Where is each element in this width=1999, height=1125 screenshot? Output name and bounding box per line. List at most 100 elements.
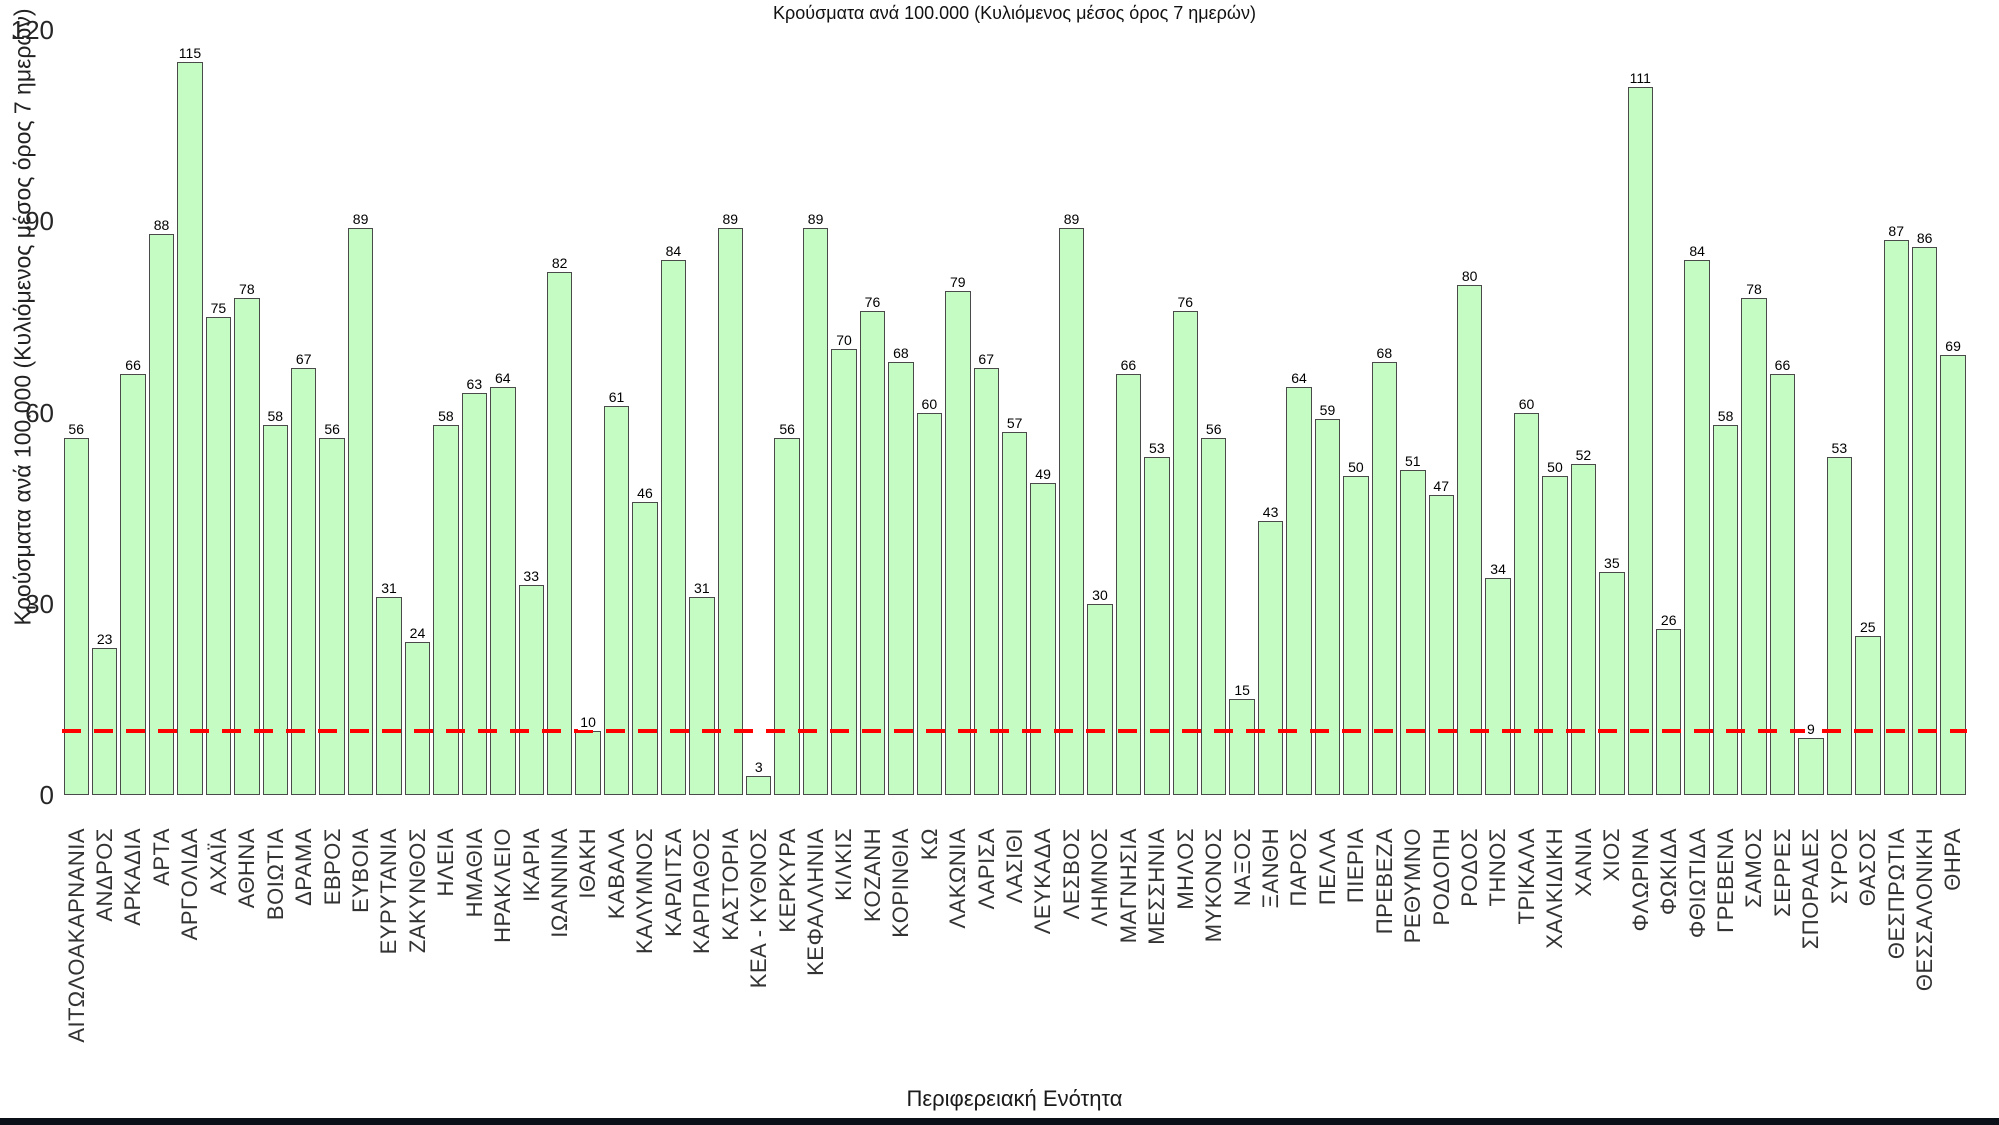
bar-column: 86 — [1910, 30, 1938, 795]
bar — [234, 297, 260, 795]
bar — [1883, 240, 1909, 795]
x-tick-label: ΦΩΚΙΔΑ — [1656, 828, 1682, 916]
bar-value-label: 69 — [1943, 338, 1963, 355]
bar-value-label: 67 — [293, 350, 314, 367]
bar-value-label: 61 — [606, 389, 627, 406]
y-tick-label: 60 — [25, 397, 54, 428]
bar-column: 46 — [631, 30, 659, 795]
bar — [660, 259, 687, 795]
bar-value-label: 88 — [151, 217, 172, 233]
x-label-column: ΧΑΝΙΑ — [1569, 828, 1597, 1125]
bar-column: 33 — [517, 30, 545, 795]
x-label-column: ΘΗΡΑ — [1939, 828, 1967, 1125]
threshold-line — [62, 729, 1967, 734]
bar-column: 49 — [1029, 30, 1057, 795]
x-tick-label: ΖΑΚΥΝΘΟΣ — [404, 828, 430, 954]
x-tick-label: ΣΥΡΟΣ — [1826, 828, 1852, 905]
bar-value-label: 26 — [1658, 612, 1679, 629]
bar-column: 24 — [403, 30, 431, 795]
bar-column: 89 — [346, 30, 374, 795]
bar-column: 35 — [1598, 30, 1626, 795]
x-tick-label: ΠΕΛΛΑ — [1314, 828, 1340, 906]
bar — [433, 425, 459, 795]
x-label-column: ΙΘΑΚΗ — [574, 828, 602, 1125]
x-label-column: ΑΝΔΡΟΣ — [90, 828, 118, 1125]
x-tick-label: ΑΘΗΝΑ — [234, 828, 260, 909]
bar-column: 68 — [1370, 30, 1398, 795]
bar-column: 82 — [545, 30, 573, 795]
y-tick-label: 0 — [39, 780, 54, 810]
bar — [1001, 431, 1028, 795]
x-label-column: ΦΘΙΩΤΙΔΑ — [1683, 828, 1711, 1125]
x-tick-label: ΛΗΜΝΟΣ — [1087, 828, 1113, 927]
bar-value-label: 89 — [350, 210, 371, 227]
x-label-column: ΑΧΑΪΑ — [204, 828, 232, 1125]
bar-column: 64 — [1285, 30, 1313, 795]
bar — [262, 425, 288, 795]
x-tick-label: ΜΗΛΟΣ — [1172, 828, 1198, 910]
bar-value-label: 60 — [1516, 395, 1537, 412]
bar-value-label: 47 — [1431, 478, 1451, 495]
bar-column: 23 — [90, 30, 118, 795]
x-tick-label: ΒΟΙΩΤΙΑ — [262, 828, 288, 921]
x-label-column: ΕΥΒΟΙΑ — [346, 828, 374, 1125]
x-tick-label: ΕΥΡΥΤΑΝΙΑ — [376, 828, 402, 955]
bar — [632, 501, 658, 795]
x-tick-label: ΑΧΑΪΑ — [205, 828, 231, 896]
bar — [1314, 418, 1341, 795]
x-label-column: ΤΡΙΚΑΛΑ — [1512, 828, 1540, 1125]
bar-column: 89 — [1057, 30, 1085, 795]
bar-value-label: 78 — [1744, 280, 1764, 297]
x-tick-label: ΕΒΡΟΣ — [319, 828, 345, 906]
x-label-column: ΖΑΚΥΝΘΟΣ — [403, 828, 431, 1125]
bar-value-label: 66 — [1772, 357, 1793, 374]
bar-value-label: 53 — [1829, 440, 1850, 457]
bar — [945, 291, 971, 795]
x-tick-label: ΧΙΟΣ — [1599, 828, 1625, 882]
x-tick-label: ΜΑΓΝΗΣΙΑ — [1115, 828, 1141, 944]
bar — [1400, 469, 1426, 795]
bar-value-label: 70 — [834, 331, 854, 348]
x-label-column: ΑΡΤΑ — [147, 828, 175, 1125]
x-label-column: ΗΜΑΘΙΑ — [460, 828, 488, 1125]
bar-column: 89 — [801, 30, 829, 795]
bar — [1343, 476, 1369, 795]
bar-value-label: 9 — [1805, 720, 1817, 737]
y-tick-label: 30 — [25, 588, 54, 619]
bar-column: 61 — [602, 30, 630, 795]
x-label-column: ΣΠΟΡΑΔΕΣ — [1797, 828, 1825, 1125]
bar-value-label: 56 — [66, 421, 86, 437]
bar-value-label: 50 — [1545, 459, 1565, 476]
x-tick-label: ΗΜΑΘΙΑ — [461, 828, 487, 918]
bar — [1570, 463, 1597, 795]
bar-value-label: 25 — [1857, 618, 1878, 635]
bar-value-label: 33 — [521, 567, 541, 584]
bar-column: 43 — [1256, 30, 1284, 795]
bar-column: 56 — [318, 30, 346, 795]
x-label-column: ΛΑΡΙΣΑ — [972, 828, 1000, 1125]
x-label-column: ΚΕΡΚΥΡΑ — [773, 828, 801, 1125]
bar — [376, 597, 402, 795]
bar-value-label: 115 — [176, 44, 204, 61]
x-tick-label: ΚΟΖΑΝΗ — [859, 828, 885, 922]
x-label-column: ΚΑΡΔΙΤΣΑ — [659, 828, 687, 1125]
bar-value-label: 30 — [1090, 586, 1110, 603]
bar — [859, 310, 886, 795]
x-tick-label: ΜΕΣΣΗΝΙΑ — [1144, 828, 1170, 945]
x-tick-label: ΘΑΣΟΣ — [1855, 828, 1881, 907]
bar — [1144, 457, 1170, 795]
x-label-column: ΑΘΗΝΑ — [233, 828, 261, 1125]
bar-column: 50 — [1342, 30, 1370, 795]
bar — [1087, 603, 1113, 795]
bar-column: 89 — [716, 30, 744, 795]
bar — [774, 438, 800, 795]
x-label-column: ΞΑΝΘΗ — [1256, 828, 1284, 1125]
x-label-column: ΝΑΞΟΣ — [1228, 828, 1256, 1125]
x-tick-label: ΚΙΛΚΙΣ — [831, 828, 857, 901]
x-tick-label: ΛΕΣΒΟΣ — [1058, 828, 1084, 920]
x-tick-label: ΦΘΙΩΤΙΔΑ — [1684, 828, 1710, 939]
x-label-column: ΘΕΣΠΡΩΤΙΑ — [1882, 828, 1910, 1125]
bar-column: 53 — [1825, 30, 1853, 795]
bar-column: 3 — [745, 30, 773, 795]
x-tick-label: ΗΛΕΙΑ — [433, 828, 459, 897]
